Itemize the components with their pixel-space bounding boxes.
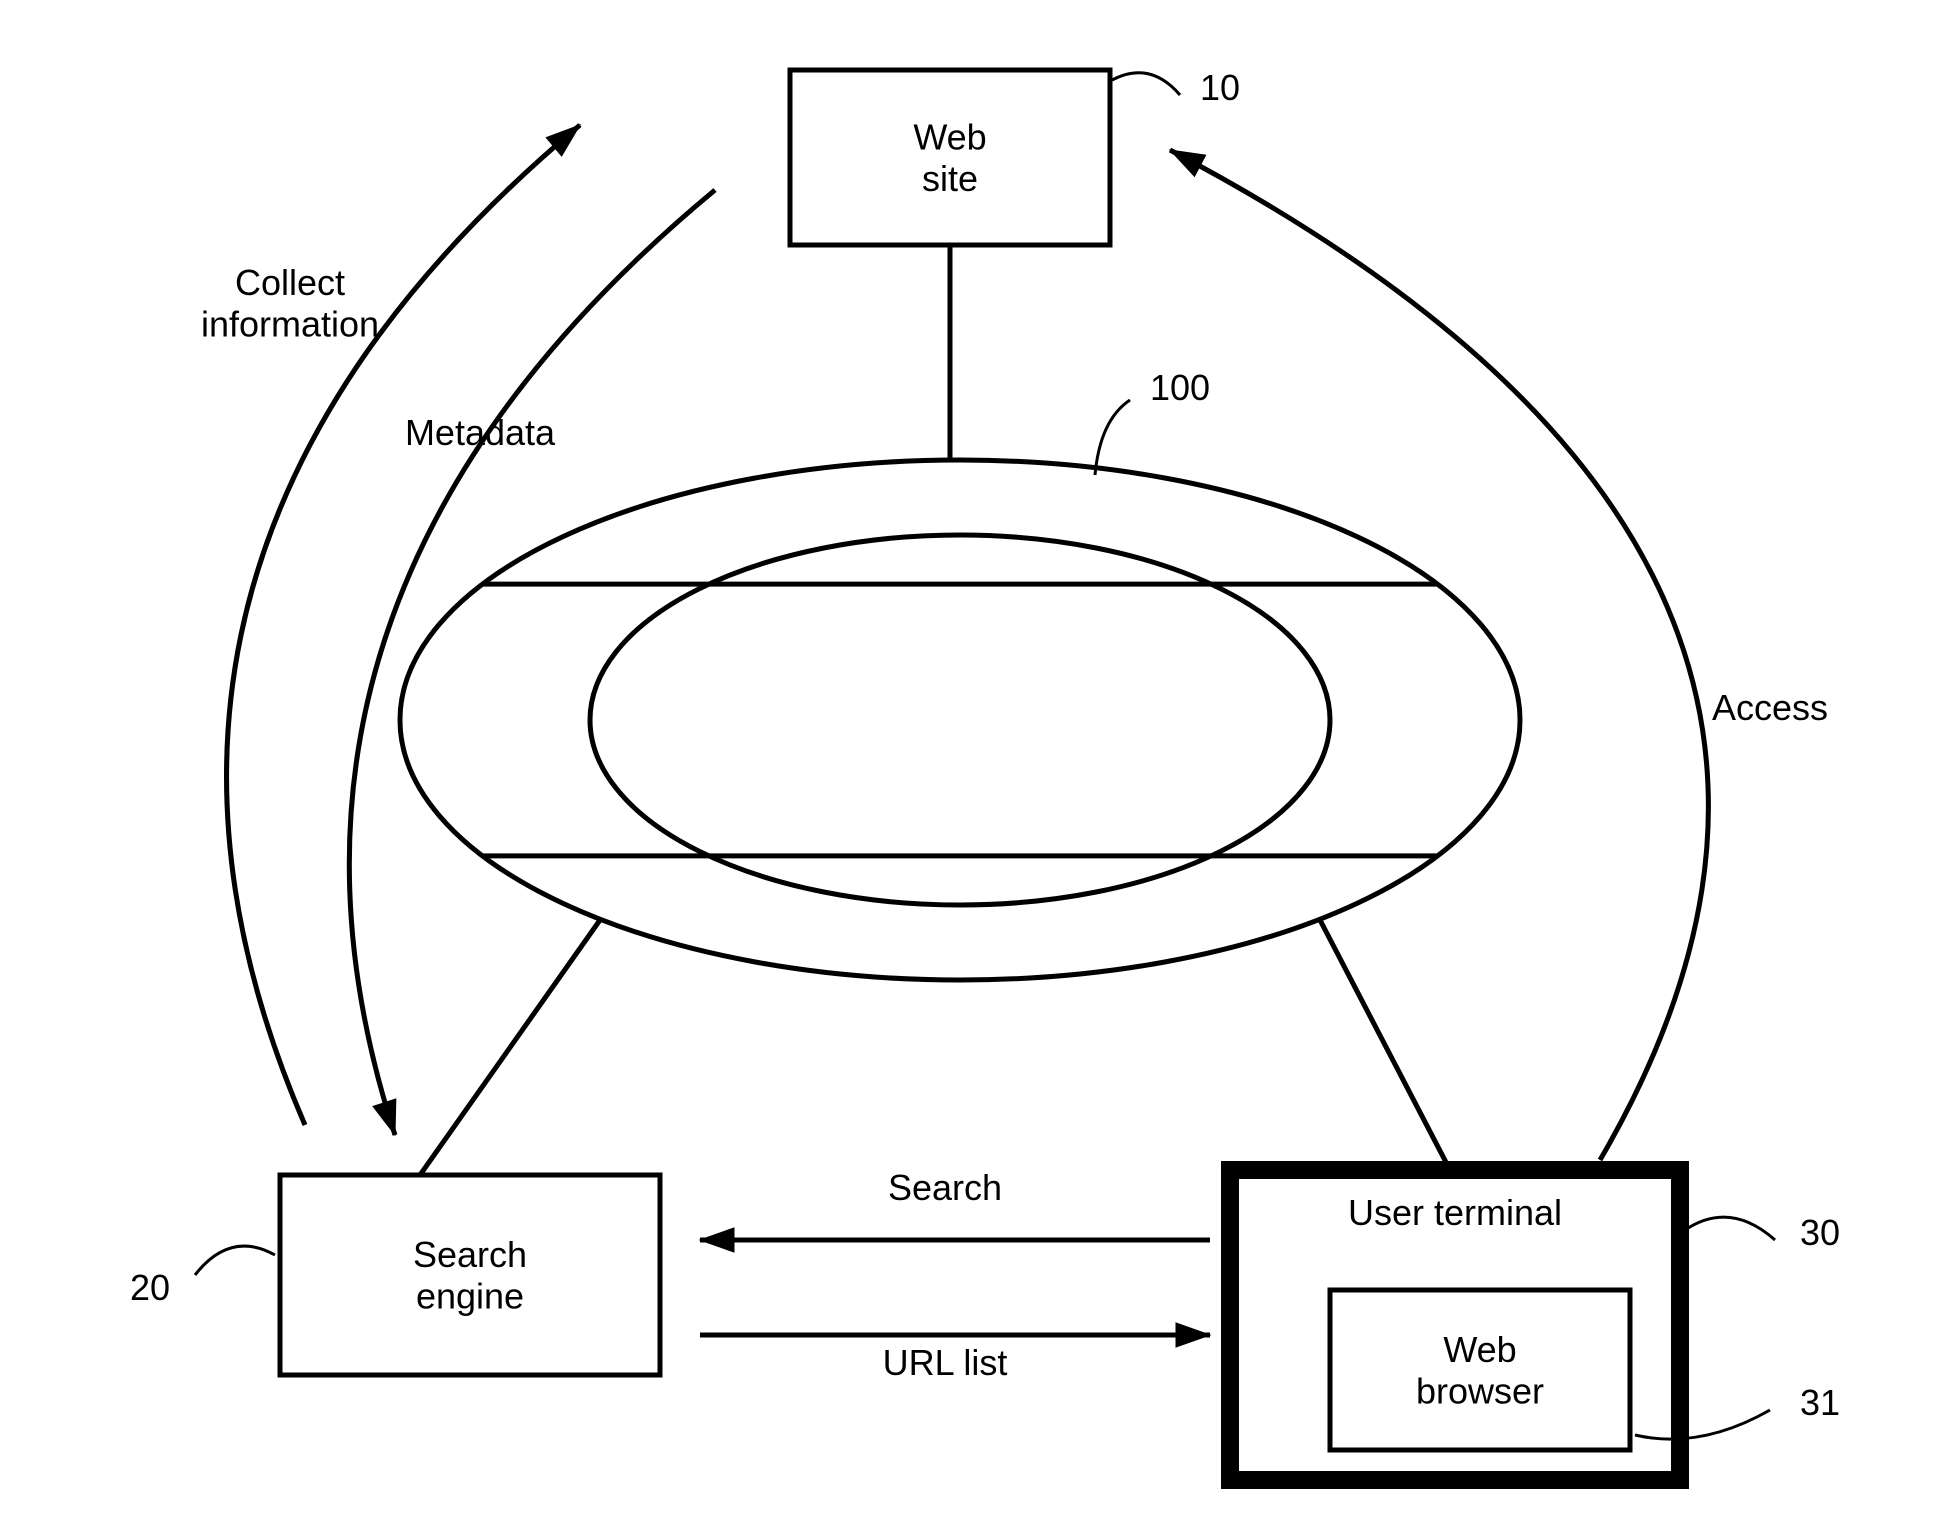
network-outer-ellipse [400,460,1520,980]
search-label: Search [888,1167,1002,1208]
access-arc [1170,150,1708,1160]
web-browser-id-label: 31 [1800,1382,1840,1423]
access-label: Access [1712,687,1828,728]
user-terminal-label: User terminal [1348,1192,1562,1233]
website-leader [1112,73,1180,95]
search-engine-id-label: 20 [130,1267,170,1308]
search-engine-label: Searchengine [413,1234,527,1316]
search-engine-leader [195,1246,275,1275]
user-terminal-leader [1685,1217,1775,1240]
collect-information-label: Collectinformation [201,262,379,344]
network-leader [1095,400,1130,475]
website-label: Website [913,116,986,198]
url-list-label: URL list [883,1342,1008,1383]
website-id-label: 10 [1200,67,1240,108]
connector-network_to_search [420,920,600,1175]
user-terminal-id-label: 30 [1800,1212,1840,1253]
network-id-label: 100 [1150,367,1210,408]
connector-network_to_terminal [1320,920,1450,1170]
network-inner-ellipse [590,535,1330,905]
metadata-arc [349,190,715,1135]
metadata-label: Metadata [405,412,556,453]
